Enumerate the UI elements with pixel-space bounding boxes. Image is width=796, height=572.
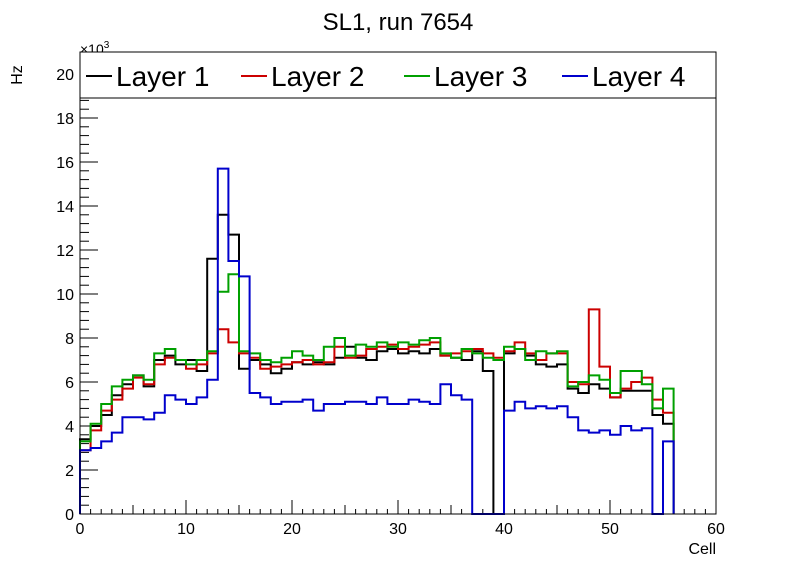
series-line-layer-4: [79, 167, 675, 515]
legend-label: Layer 2: [271, 61, 364, 92]
chart-title: SL1, run 7654: [323, 9, 474, 36]
series-line-layer-3: [79, 273, 675, 514]
legend-label: Layer 3: [434, 61, 527, 92]
axis-ticks: 0 10 20 30 40 50 60 0 2 4 6 8 10 12 14 16 18 20: [56, 55, 725, 538]
x-tick-label: 40: [495, 521, 513, 538]
x-tick-label: 0: [76, 521, 85, 538]
series-group: [79, 167, 675, 515]
series-line-layer-1: [79, 213, 675, 515]
y-tick-label: 12: [56, 243, 74, 260]
legend-box: [79, 51, 717, 99]
legend-label: Layer 1: [116, 61, 209, 92]
x-tick-label: 50: [601, 521, 619, 538]
x-tick-label: 10: [177, 521, 195, 538]
y-tick-label: 10: [56, 287, 74, 304]
y-tick-label: 0: [65, 507, 74, 524]
x-axis-label: Cell: [688, 541, 716, 558]
y-tick-label: 2: [65, 463, 74, 480]
x-tick-label: 60: [707, 521, 725, 538]
y-tick-label: 18: [56, 111, 74, 128]
y-tick-label: 14: [56, 199, 74, 216]
legend: Layer 1 Layer 2 Layer 3 Layer 4: [79, 51, 717, 99]
x-tick-label: 30: [389, 521, 407, 538]
series-line-layer-2: [79, 308, 675, 514]
y-tick-label: 20: [56, 67, 74, 84]
x-tick-label: 20: [283, 521, 301, 538]
y-tick-label: 6: [65, 375, 74, 392]
y-tick-label: 8: [65, 331, 74, 348]
legend-label: Layer 4: [592, 61, 685, 92]
plot-frame: [79, 51, 717, 515]
y-tick-label: 16: [56, 155, 74, 172]
y-axis-label: Hz: [9, 65, 26, 85]
y-multiplier-exponent: 3: [104, 40, 110, 51]
y-tick-label: 4: [65, 419, 74, 436]
